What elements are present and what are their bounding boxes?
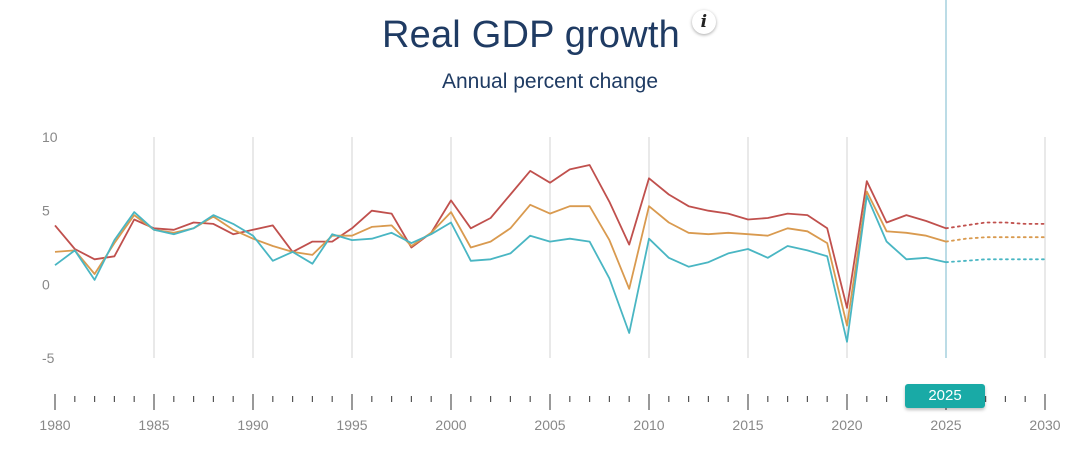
series-projection-red [945,221,1046,230]
series-line-red [54,164,947,309]
series-projection-teal [945,258,1046,264]
y-tick-label-0: 0 [42,276,50,292]
x-tick-label-2025: 2025 [930,417,961,433]
x-tick-label-2015: 2015 [732,417,763,433]
x-tick-label-2020: 2020 [831,417,862,433]
gridlines [153,0,1046,358]
x-tick-label-1995: 1995 [336,417,367,433]
x-axis: 1980 1985 1990 1995 2000 2005 2010 2015 2020 2025… [39,394,1061,433]
y-tick-label--5: -5 [42,350,55,366]
info-icon[interactable]: i [691,10,716,34]
series-line-teal [54,194,947,343]
x-tick-label-1990: 1990 [237,417,268,433]
x-tick-label-2000: 2000 [435,417,466,433]
x-tick-label-2005: 2005 [534,417,565,433]
y-tick-label-10: 10 [42,129,58,145]
x-tick-label-2030: 2030 [1029,417,1060,433]
series-line-orange [54,190,947,327]
x-tick-label-2010: 2010 [633,417,664,433]
y-axis: 10 5 0 -5 [42,129,58,366]
series-lines [54,164,1046,343]
chart-subtitle: Annual percent change [442,70,658,93]
chart-title: Real GDP growth [382,14,680,56]
current-year-badge[interactable]: 2025 [905,384,985,408]
chart-title-row: Real GDP growth i [0,10,1078,57]
x-tick-label-1985: 1985 [138,417,169,433]
x-tick-label-1980: 1980 [39,417,70,433]
y-tick-label-5: 5 [42,203,50,219]
series-projection-orange [945,236,1046,243]
